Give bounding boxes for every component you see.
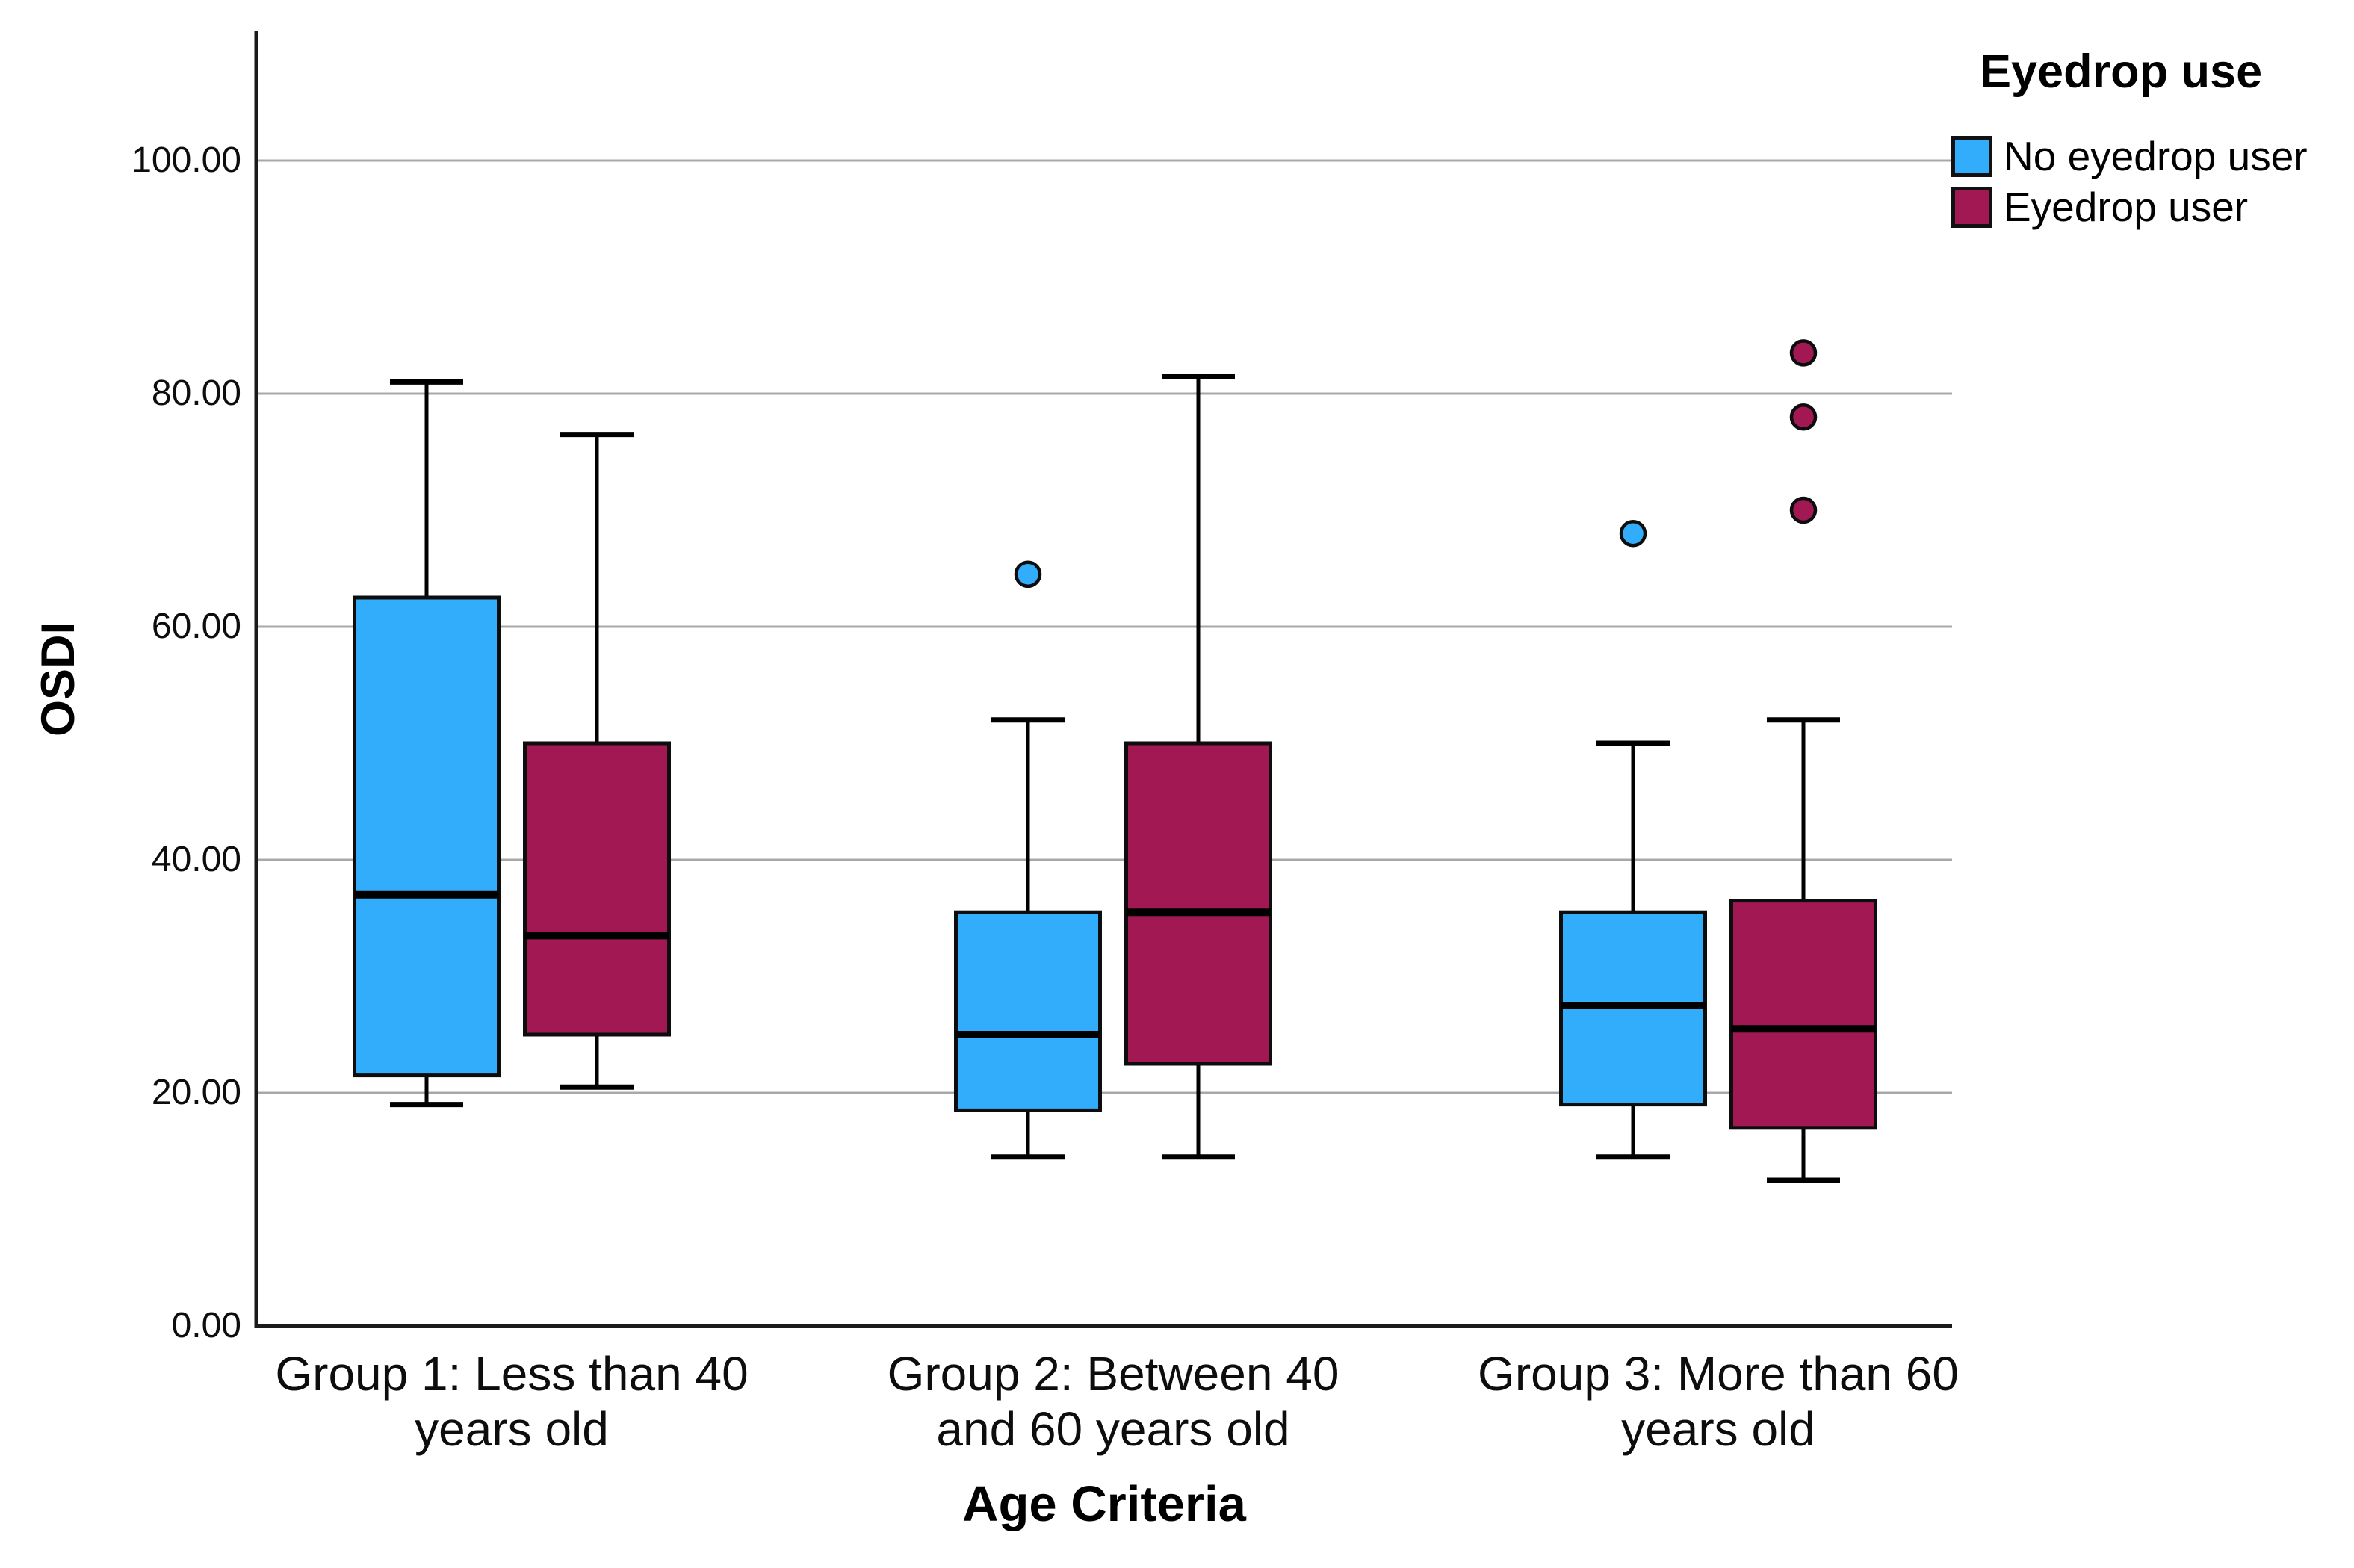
outlier-point (1789, 339, 1818, 367)
legend: Eyedrop use No eyedrop user Eyedrop user (1951, 45, 2347, 247)
y-tick-label: 100.00 (131, 140, 241, 180)
legend-item-eyedrop-user: Eyedrop user (1951, 185, 2248, 229)
legend-label: No eyedrop user (2004, 133, 2308, 179)
x-axis-title: Age Criteria (962, 1476, 1246, 1532)
y-tick-label: 80.00 (151, 374, 241, 413)
box-eyedrop-group-2 (1124, 741, 1272, 1066)
y-tick-label: 0.00 (171, 1306, 241, 1345)
y-tick-label: 20.00 (151, 1073, 241, 1112)
box-no-eyedrop-group-1 (353, 595, 501, 1078)
x-category-label: Group 2: Between 40 and 60 years old (887, 1347, 1339, 1456)
box-no-eyedrop-group-2 (954, 910, 1102, 1112)
outlier-point (1014, 560, 1042, 589)
outlier-point (1789, 403, 1818, 431)
x-category-label: Group 3: More than 60 years old (1478, 1347, 1959, 1456)
box-eyedrop-group-3 (1729, 899, 1877, 1130)
legend-label: Eyedrop user (2004, 184, 2249, 230)
y-tick-label: 40.00 (151, 840, 241, 879)
outlier-point (1789, 496, 1818, 524)
legend-swatch-eyedrop-user (1951, 186, 1992, 228)
y-axis-title: OSDI (32, 621, 84, 737)
legend-title: Eyedrop use (1980, 46, 2263, 98)
box-eyedrop-group-1 (523, 741, 671, 1037)
x-category-label: Group 1: Less than 40 years old (275, 1347, 749, 1456)
outlier-point (1619, 519, 1647, 548)
y-tick-label: 60.00 (151, 607, 241, 646)
legend-swatch-no-eyedrop-user (1951, 135, 1992, 177)
legend-item-no-eyedrop-user: No eyedrop user (1951, 134, 2308, 178)
